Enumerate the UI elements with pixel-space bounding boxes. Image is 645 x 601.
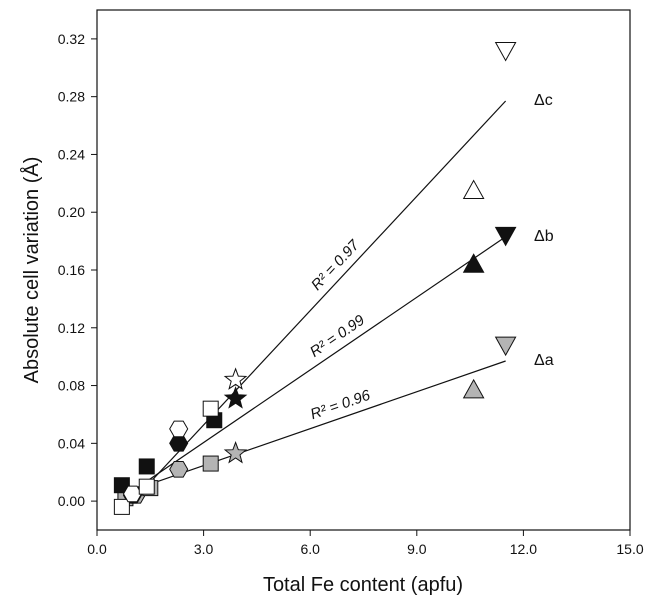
marker-square <box>138 478 155 495</box>
plot-frame <box>96 9 631 531</box>
marker-triangle-up <box>462 179 485 200</box>
marker-triangle-down <box>494 226 517 247</box>
marker-hexagon <box>169 435 189 452</box>
y-tick-label: 0.12 <box>58 320 85 336</box>
marker-star <box>223 386 248 409</box>
marker-triangle-down <box>494 336 517 357</box>
marker-hexagon <box>122 485 143 503</box>
marker-square <box>138 458 155 475</box>
series-name-label: Δa <box>534 352 554 369</box>
series-name-label: Δb <box>534 228 554 245</box>
marker-triangle-up <box>462 253 485 273</box>
marker-triangle-up <box>462 378 485 399</box>
y-tick-label: 0.00 <box>58 493 85 509</box>
y-tick-label: 0.04 <box>58 435 85 451</box>
y-tick-label: 0.16 <box>58 262 85 278</box>
marker-square <box>202 400 219 417</box>
x-axis-title: Total Fe content (apfu) <box>263 574 463 596</box>
marker-hexagon <box>169 461 189 478</box>
y-tick-label: 0.24 <box>58 146 85 162</box>
y-tick-label: 0.28 <box>58 89 85 105</box>
marker-triangle-down <box>494 41 517 62</box>
fit-line <box>121 236 506 499</box>
marker-square <box>113 477 130 494</box>
marker-star <box>223 440 248 464</box>
y-tick-label: 0.08 <box>58 378 85 394</box>
data-points <box>113 41 517 515</box>
marker-square <box>113 498 130 515</box>
x-tick-label: 0.0 <box>87 541 107 557</box>
x-tick-label: 9.0 <box>407 541 427 557</box>
series-name-label: Δc <box>534 92 553 109</box>
marker-hexagon <box>169 420 189 438</box>
y-tick-label: 0.20 <box>58 204 85 220</box>
marker-square <box>202 455 219 472</box>
marker-star <box>223 367 248 390</box>
x-axis: 0.0 3.0 6.0 9.0 12.0 15.0 <box>87 530 644 557</box>
r2-label: R² = 0.97 <box>308 236 363 294</box>
y-tick-label: 0.32 <box>58 31 85 47</box>
x-tick-label: 12.0 <box>510 541 537 557</box>
x-tick-label: 3.0 <box>194 541 214 557</box>
x-tick-label: 6.0 <box>300 541 320 557</box>
y-axis: 0.00 0.04 0.08 0.12 0.16 0.20 0.24 0.28 0.32 <box>58 31 97 509</box>
y-axis-title: Absolute cell variation (Å) <box>20 157 43 384</box>
x-tick-label: 15.0 <box>616 541 643 557</box>
